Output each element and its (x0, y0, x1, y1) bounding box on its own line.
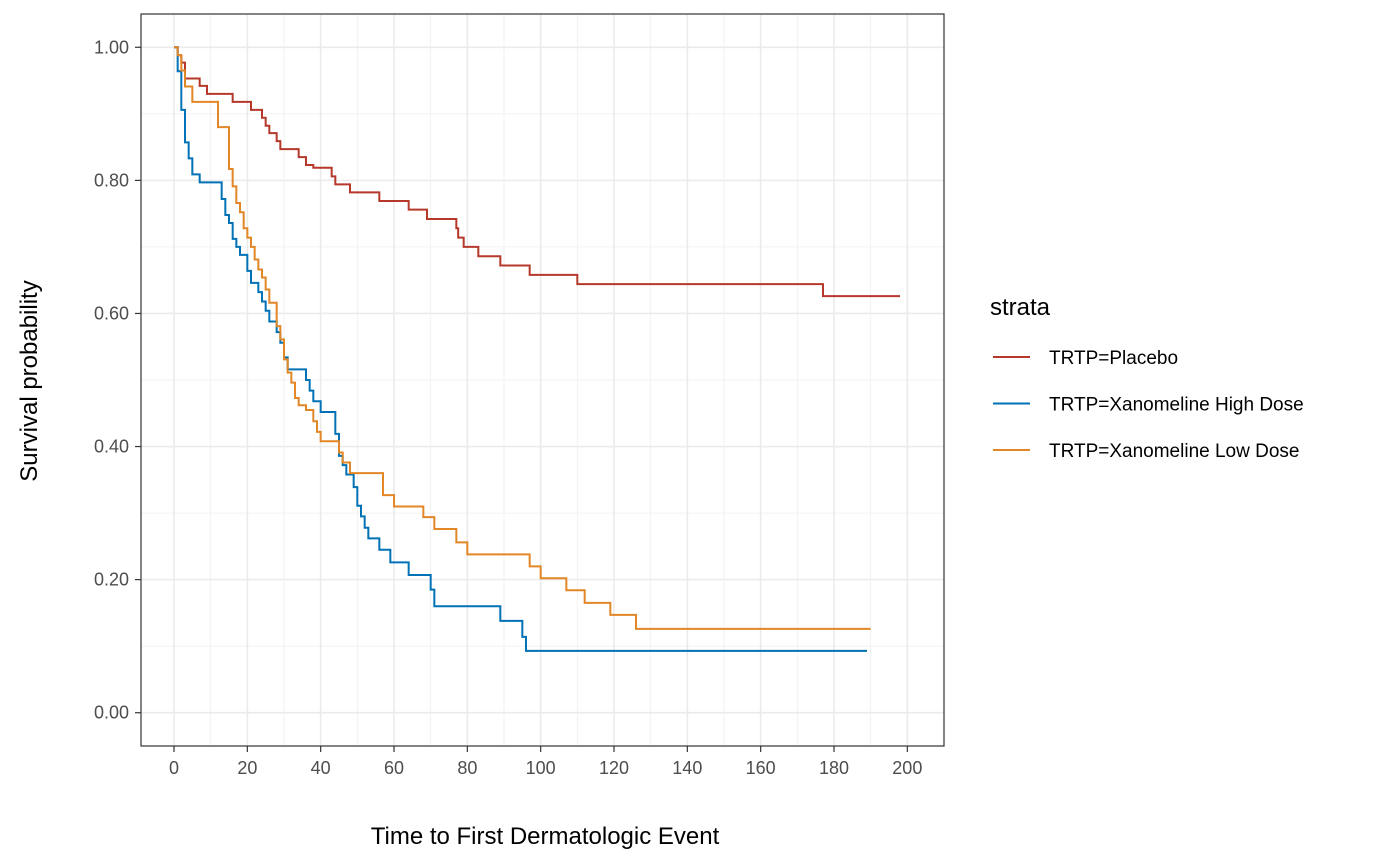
plot-panel (140, 13, 945, 747)
minor-gridlines (141, 14, 944, 746)
x-tick-label: 140 (672, 758, 702, 778)
legend-label-3: TRTP=Xanomeline Low Dose (1049, 441, 1299, 462)
y-tick-label: 1.00 (94, 37, 129, 57)
series-line-3 (174, 46, 871, 630)
panel-border (140, 13, 945, 747)
legend: strata TRTP=Placebo TRTP=Xanomeline High … (990, 294, 1304, 462)
x-tick-label: 160 (746, 758, 776, 778)
x-axis-title: Time to First Dermatologic Event (371, 823, 720, 850)
x-tick-label: 200 (892, 758, 922, 778)
y-tick-label: 0.00 (94, 703, 129, 723)
y-axis-title: Survival probability (16, 280, 43, 481)
y-tick-label: 0.60 (94, 303, 129, 323)
major-gridlines (141, 14, 944, 746)
y-tick-label: 0.80 (94, 170, 129, 190)
y-tick-label: 0.40 (94, 437, 129, 457)
y-axis: 0.00 0.20 0.40 0.60 0.80 1.00 (94, 37, 141, 723)
x-tick-label: 60 (384, 758, 404, 778)
x-tick-label: 80 (457, 758, 477, 778)
x-axis: 0 20 40 60 80 100 120 140 160 180 200 (169, 746, 922, 778)
series-line-1 (174, 46, 900, 298)
x-tick-label: 20 (237, 758, 257, 778)
x-tick-label: 180 (819, 758, 849, 778)
x-tick-label: 0 (169, 758, 179, 778)
legend-label-2: TRTP=Xanomeline High Dose (1049, 395, 1304, 416)
x-tick-label: 100 (526, 758, 556, 778)
survival-curves (174, 46, 900, 652)
x-tick-label: 40 (311, 758, 331, 778)
legend-label-1: TRTP=Placebo (1049, 348, 1178, 369)
legend-title: strata (990, 294, 1051, 321)
y-tick-label: 0.20 (94, 570, 129, 590)
legend-items: TRTP=Placebo TRTP=Xanomeline High Dose TRT… (993, 348, 1304, 462)
x-tick-label: 120 (599, 758, 629, 778)
